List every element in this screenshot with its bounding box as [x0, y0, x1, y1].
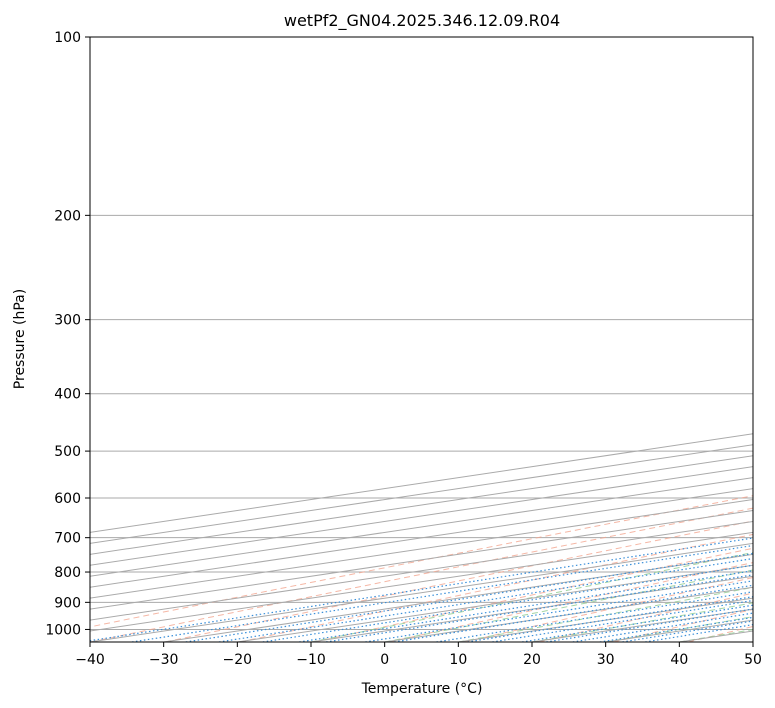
mixing-ratio-line — [299, 570, 753, 642]
x-tick-label: −20 — [223, 652, 253, 668]
mixing-ratio-line — [326, 574, 753, 642]
x-tick-label: 0 — [380, 652, 389, 668]
y-tick-label: 200 — [54, 208, 81, 224]
plot-frame — [89, 36, 754, 643]
y-tick-label: 800 — [54, 565, 81, 581]
mixing-ratio-line — [218, 557, 753, 642]
isotherm — [90, 520, 753, 621]
x-axis-label: Temperature (°C) — [361, 681, 483, 697]
x-tick-label: 40 — [670, 652, 688, 668]
y-tick-label: 1000 — [45, 622, 81, 638]
isotherm — [90, 499, 753, 599]
mixing-ratio-line — [90, 537, 753, 642]
y-axis-label: Pressure (hPa) — [12, 289, 28, 389]
x-tick-label: 50 — [744, 652, 762, 668]
x-tick-label: 10 — [449, 652, 467, 668]
skewed-isotherms — [90, 433, 753, 642]
y-tick-label: 900 — [54, 595, 81, 611]
y-axis-ticks: 1000 900 800 700 600 500 400 300 200 100 — [45, 30, 90, 638]
dry-adiabats — [90, 37, 775, 642]
x-tick-label: −30 — [149, 652, 179, 668]
moist-adiabats — [310, 551, 753, 642]
isotherm — [90, 531, 753, 632]
mixing-ratio-line — [131, 544, 753, 642]
y-tick-label: 400 — [54, 387, 81, 403]
isotherm — [384, 586, 753, 642]
x-axis-ticks: −40 −30 −20 −10 0 10 20 30 40 50 — [75, 642, 762, 668]
isotherm — [90, 509, 753, 610]
y-tick-label: 300 — [54, 313, 81, 329]
y-tick-label: 600 — [54, 491, 81, 507]
dry-adiabat — [314, 547, 753, 642]
isotherm — [237, 564, 753, 642]
mixing-ratio-line — [599, 616, 753, 642]
moist-adiabat — [384, 569, 753, 642]
mixing-ratio-line — [185, 552, 753, 642]
isotherm — [458, 597, 753, 642]
dry-adiabat — [90, 495, 753, 628]
moist-adiabat — [605, 616, 753, 642]
isotherm — [605, 619, 753, 642]
dry-adiabat — [389, 562, 753, 642]
moist-adiabat — [679, 629, 753, 642]
mixing-ratio-lines — [90, 537, 753, 642]
isotherm — [90, 488, 753, 588]
dry-adiabat — [613, 608, 753, 642]
isotherm — [90, 433, 753, 533]
moist-adiabat — [310, 551, 753, 642]
moist-adiabat — [458, 586, 753, 642]
mixing-ratio-line — [572, 612, 753, 642]
isotherm — [90, 466, 753, 566]
x-tick-label: −10 — [296, 652, 326, 668]
x-tick-label: −40 — [75, 652, 105, 668]
y-tick-label: 500 — [54, 444, 81, 460]
isotherm — [679, 630, 753, 642]
x-tick-label: 30 — [597, 652, 615, 668]
isotherm — [90, 455, 753, 555]
pressure-gridlines — [90, 37, 753, 630]
dry-adiabat — [239, 533, 753, 642]
mixing-ratio-line — [546, 608, 753, 642]
isotherm — [90, 444, 753, 544]
dry-adiabat — [763, 37, 775, 642]
chart-title: wetPf2_GN04.2025.346.12.09.R04 — [284, 11, 560, 31]
dry-adiabat — [165, 520, 753, 642]
isotherm — [752, 641, 753, 642]
x-tick-label: 20 — [523, 652, 541, 668]
isotherm — [310, 575, 753, 642]
mixing-ratio-line — [522, 604, 753, 642]
y-tick-label: 100 — [54, 30, 81, 46]
y-tick-label: 700 — [54, 531, 81, 547]
dry-adiabat — [463, 577, 753, 642]
mixing-ratio-line — [492, 599, 753, 642]
isotherm — [90, 477, 753, 577]
